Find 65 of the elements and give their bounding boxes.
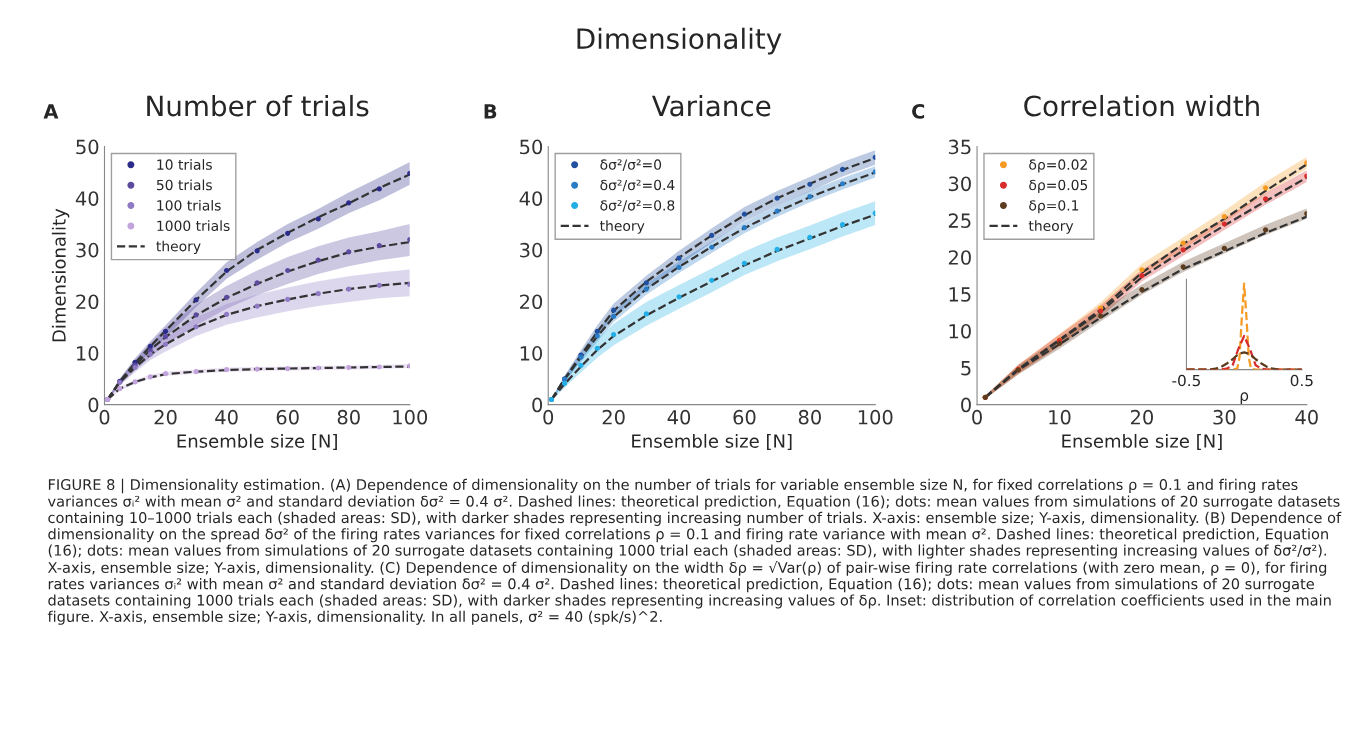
- chart-title: Variance: [651, 94, 771, 117]
- y-tick-label: 20: [948, 250, 971, 265]
- x-axis-title: Ensemble size [N]: [177, 433, 337, 450]
- x-tick-label: 100: [393, 409, 428, 425]
- x-axis-title: Ensemble size [N]: [1062, 433, 1222, 450]
- y-tick-label: 35: [948, 139, 971, 155]
- legend-label: δσ²/σ²=0.8: [600, 200, 675, 212]
- legend-label: δσ²/σ²=0.4: [600, 179, 675, 192]
- x-tick-label: 80: [337, 409, 360, 425]
- y-tick-label: 30: [76, 242, 99, 258]
- legend-label: theory: [599, 220, 645, 234]
- text: Dimensionality: [577, 27, 782, 55]
- x-tick-label: 20: [1130, 409, 1153, 425]
- x-tick-label: 40: [215, 409, 238, 425]
- x-tick-label: 60: [733, 409, 756, 425]
- x-tick-label: 40: [1295, 409, 1318, 425]
- y-axis-title: Dimensionality: [51, 208, 70, 342]
- x-tick-label: 20: [602, 409, 625, 425]
- y-tick-label: 50: [520, 139, 543, 155]
- x-axis-title: ρ: [1240, 392, 1249, 405]
- legend-label: 50 trials: [156, 179, 212, 191]
- x-tick-label: 0: [972, 409, 982, 425]
- y-tick-label: 10: [77, 346, 99, 361]
- y-tick-label: 15: [949, 287, 971, 302]
- x-tick-label: 40: [667, 409, 691, 425]
- legend-label: δρ=0.05: [1029, 179, 1088, 193]
- x-tick-label: 20: [154, 409, 177, 425]
- y-tick-label: 40: [519, 191, 543, 206]
- y-tick-label: 0: [532, 397, 543, 413]
- y-tick-label: 10: [949, 323, 971, 339]
- chart-title: Number of trials: [147, 94, 369, 117]
- x-tick-label: 0: [99, 409, 110, 425]
- legend-label: δσ²/σ²=0: [600, 159, 662, 171]
- legend-label: theory: [156, 240, 201, 255]
- x-tick-label: -0.5: [1172, 374, 1200, 387]
- x-tick-label: 60: [276, 409, 299, 425]
- x-tick-label: 100: [858, 409, 893, 425]
- text: B: [484, 104, 497, 119]
- y-tick-label: 20: [520, 294, 543, 310]
- legend-label: 100 trials: [157, 199, 221, 211]
- y-tick-label: 50: [76, 139, 99, 155]
- x-tick-label: 0.5: [1290, 374, 1313, 387]
- x-tick-label: 80: [798, 409, 821, 425]
- text: A: [43, 104, 59, 119]
- y-tick-label: 10: [520, 346, 543, 361]
- x-axis-title: Ensemble size [N]: [632, 433, 792, 450]
- chart-title: Correlation width: [1024, 94, 1259, 117]
- y-tick-label: 20: [76, 294, 99, 310]
- legend-label: δρ=0.02: [1029, 159, 1087, 173]
- legend-label: δρ=0.1: [1029, 200, 1079, 214]
- y-tick-label: 0: [961, 397, 971, 413]
- text: FIGURE 8 | Dimensionality estimation. (A) Dependence of dimensionality on the number of trials for variable ensemble size N, for fixed correlations ρ = 0.1 and firing rates variances σᵢ² with mean σ² and standard deviation δσ² = 0.4 σ². Dashed lines: theoretical prediction, Equation (16); dots: mean values from simulations of 20 surrogate datasets containing 10–1000 trials each (shaded areas: SD), with darker shades representing increasing number of trials. X-axis: ensemble size; Y-axis, dimensionality. (B) Dependence of dimensionality on the spread δσ² of the firing rates variances for fixed correlations ρ = 0.1 and firing rate variance with mean σ². Dashed lines: theoretical prediction, Equation (16); dots: mean values from simulations of 20 surrogate datasets containing 1000 trial each (shaded areas: SD), with lighter shades representing increasing values of δσ²/σ²). X-axis, ensemble size; Y-axis, dimensionality. (C) Dependence of dimensionality on the width δρ = √Var(ρ) of pair-wise firing rate correlations (with zero mean, ρ = 0), for firing rates variances σᵢ² with mean σ² and standard deviation δσ² = 0.4 σ². Dashed lines: theoretical prediction, Equation (16); dots: mean values from simulations of 20 surrogate datasets containing 1000 trials each (shaded areas: SD), with darker shades representing increasing values of δρ. Inset: distribution of correlation coefficients used in the main figure. X-axis, ensemble size; Y-axis, dimensionality. In all panels, σ² = 40 (spk/s)^2.: [47, 478, 1342, 625]
- legend-label: 1000 trials: [157, 220, 230, 232]
- text: C: [912, 103, 925, 119]
- y-tick-label: 5: [961, 361, 971, 376]
- y-tick-label: 0: [88, 397, 99, 413]
- legend-label: theory: [1028, 220, 1074, 234]
- y-tick-label: 30: [520, 242, 543, 258]
- legend-label: 10 trials: [157, 159, 212, 170]
- y-tick-label: 40: [75, 191, 99, 206]
- y-tick-label: 25: [948, 213, 971, 228]
- x-tick-label: 10: [1049, 409, 1071, 425]
- x-tick-label: 0: [543, 409, 554, 425]
- x-tick-label: 30: [1213, 409, 1236, 425]
- y-tick-label: 30: [948, 176, 971, 192]
